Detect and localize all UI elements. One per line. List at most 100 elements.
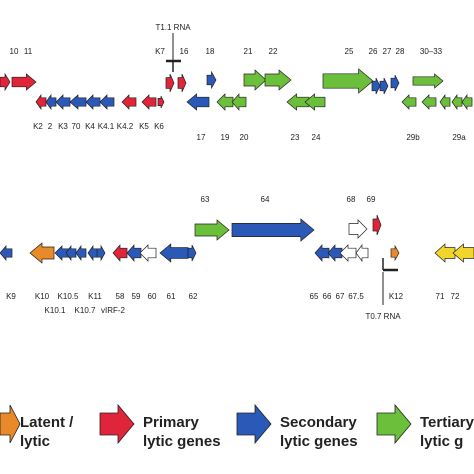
gene-label: 22: [269, 47, 278, 56]
gene-arrow-white: [348, 219, 368, 239]
gene-label: 26: [369, 47, 378, 56]
gene-label: 17: [197, 133, 206, 142]
legend-green-arrow-icon: [376, 403, 412, 445]
gene-arrow-blue: [206, 70, 217, 90]
rna-markers: [166, 33, 398, 305]
gene-label: K10.1: [45, 306, 66, 315]
gene-arrow-red: [112, 244, 128, 262]
gene-label: 58: [116, 292, 125, 301]
gene-arrow-orange: [29, 242, 55, 264]
gene-arrow-yellow: [434, 243, 456, 263]
gene-label: K6: [154, 122, 164, 131]
gene-label: 29a: [452, 133, 466, 142]
gene-label: 60: [148, 292, 157, 301]
gene-arrow-green: [286, 93, 310, 111]
legend-item-secondary: Secondary lytic genes: [236, 403, 358, 450]
gene-arrow-blue: [99, 94, 115, 110]
rna-label: T1.1 RNA: [155, 23, 191, 32]
gene-arrow-green: [304, 93, 326, 111]
gene-arrow-green: [439, 93, 451, 111]
legend-text: Primary: [143, 414, 200, 431]
gene-label: K5: [139, 122, 149, 131]
gene-label: 23: [291, 133, 300, 142]
gene-label: vIRF-2: [101, 306, 126, 315]
gene-arrow-blue: [85, 94, 101, 110]
gene-arrow-green: [243, 69, 267, 91]
gene-label: 19: [221, 133, 230, 142]
gene-arrow-red: [177, 73, 187, 93]
gene-label: K10: [35, 292, 50, 301]
gene-arrow-blue: [390, 74, 400, 92]
gene-arrow-green: [421, 94, 437, 110]
gene-label: 11: [24, 47, 33, 56]
gene-arrow-blue: [87, 244, 99, 262]
gene-label: 29b: [406, 133, 420, 142]
gene-arrow-blue: [65, 244, 77, 262]
gene-label: 62: [189, 292, 198, 301]
gene-label: K9: [6, 292, 16, 301]
legend-blue-arrow-icon: [236, 403, 272, 445]
gene-arrow-red: [372, 214, 382, 236]
gene-label: 28: [396, 47, 405, 56]
legend-text: lytic: [20, 433, 50, 450]
gene-arrow-blue: [96, 244, 106, 262]
gene-label: 66: [323, 292, 332, 301]
legend-text: Tertiary: [420, 414, 474, 431]
gene-arrow-blue: [371, 77, 381, 95]
legend-orange-arrow-icon: [0, 404, 21, 444]
gene-arrow-green: [322, 68, 374, 94]
gene-arrow-blue: [379, 77, 389, 95]
gene-label: 30–33: [420, 47, 443, 56]
gene-arrows: [0, 68, 474, 264]
gene-label: 59: [132, 292, 141, 301]
gene-arrow-green: [461, 93, 473, 111]
gene-arrow-red: [165, 73, 175, 93]
gene-label: 70: [72, 122, 81, 131]
gene-arrow-blue: [55, 94, 71, 110]
gene-arrow-green: [451, 93, 463, 111]
gene-arrow-blue: [314, 244, 330, 262]
gene-label: K7: [155, 47, 165, 56]
gene-arrow-green: [216, 93, 234, 111]
gene-label: 16: [180, 47, 189, 56]
gene-label: 67.5: [348, 292, 364, 301]
gene-label: 72: [451, 292, 460, 301]
gene-arrow-green: [412, 73, 444, 89]
gene-arrow-red: [141, 94, 157, 110]
gene-label: 24: [312, 133, 321, 142]
gene-arrow-yellow: [452, 243, 474, 263]
gene-label: 71: [436, 292, 445, 301]
gene-arrow-green: [401, 94, 417, 110]
legend-text: Latent /: [20, 414, 74, 431]
legend-text: Secondary: [280, 414, 357, 431]
gene-label: 67: [336, 292, 345, 301]
gene-arrow-green: [194, 219, 230, 241]
gene-label: K2: [33, 122, 43, 131]
gene-arrow-red: [11, 73, 37, 91]
rna-label: T0.7 RNA: [365, 312, 401, 321]
gene-label: 65: [310, 292, 319, 301]
gene-label: 69: [367, 195, 376, 204]
legend-text: lytic genes: [280, 433, 358, 450]
gene-arrow-green: [231, 93, 247, 111]
gene-label: 10: [10, 47, 19, 56]
gene-label: K4.1: [98, 122, 115, 131]
gene-label: 20: [240, 133, 249, 142]
legend-text: lytic genes: [143, 433, 221, 450]
gene-label: K3: [58, 122, 68, 131]
gene-arrow-blue: [45, 93, 57, 111]
gene-label: 64: [261, 195, 270, 204]
gene-arrow-blue: [54, 245, 70, 261]
legend-red-arrow-icon: [99, 403, 135, 445]
gene-label: 21: [244, 47, 253, 56]
gene-label: 25: [345, 47, 354, 56]
gene-arrow-red: [35, 93, 47, 111]
gene-arrow-blue: [0, 245, 13, 261]
gene-label: K11: [88, 292, 102, 301]
gene-label: K4.2: [117, 122, 134, 131]
legend-item-tertiary: Tertiary lytic g: [376, 403, 474, 450]
gene-label: 2: [48, 122, 53, 131]
gene-label: 18: [206, 47, 215, 56]
gene-label: 68: [347, 195, 356, 204]
gene-label: 27: [383, 47, 392, 56]
